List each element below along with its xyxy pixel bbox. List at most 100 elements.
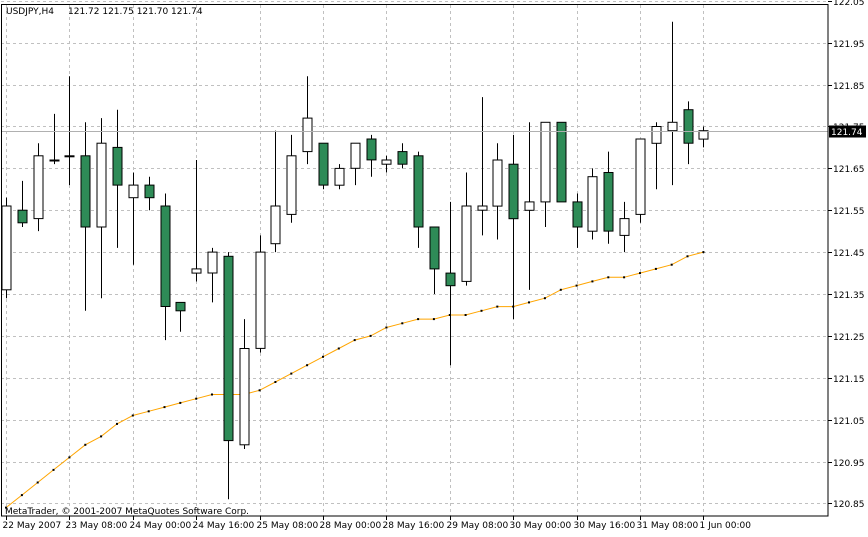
candle-body-bear[interactable] [223,255,234,442]
candle-body-bull[interactable] [524,201,535,211]
candle[interactable] [33,143,44,232]
candle-body-bull[interactable] [128,184,139,199]
candle-body-bull[interactable] [96,142,107,228]
price-tick-label: 121.05 [833,417,865,427]
candle[interactable] [508,134,519,320]
candle-body-bear[interactable] [445,272,456,287]
candle[interactable] [667,21,678,186]
candle[interactable] [429,226,440,295]
candle-body-bull[interactable] [64,155,75,158]
candle[interactable] [461,172,472,286]
candle[interactable] [223,252,234,500]
candle-body-bear[interactable] [80,155,91,228]
candle-body-bull[interactable] [239,348,250,446]
time-axis[interactable]: 22 May 2007 23 May 08:00 24 May 00:00 24 Ma… [3,516,752,531]
candle-body-bull[interactable] [286,155,297,215]
candle[interactable] [96,118,107,299]
candle[interactable] [144,176,155,211]
candle-body-bear[interactable] [144,184,155,199]
candle-body-bear[interactable] [429,226,440,270]
candle[interactable] [334,164,345,190]
candle-body-bull[interactable] [492,159,503,207]
candle[interactable] [64,76,75,186]
candle[interactable] [239,319,250,449]
candle[interactable] [270,130,281,253]
candle-body-bear[interactable] [17,209,28,224]
candle[interactable] [556,121,567,203]
price-axis[interactable]: 122.05121.95121.85121.75121.65121.55121.… [828,0,866,510]
candle-body-bull[interactable] [49,159,60,162]
candle-body-bull[interactable] [619,218,630,236]
candle[interactable] [255,235,266,353]
candle-body-bull[interactable] [651,126,662,144]
candle[interactable] [207,247,218,303]
candle[interactable] [160,193,171,341]
candle-body-bull[interactable] [207,251,218,274]
candle-body-bull[interactable] [635,138,646,215]
candles-layer[interactable] [1,21,709,500]
candle-body-bull[interactable] [587,176,598,232]
candle[interactable] [381,155,392,173]
time-tick-label: 24 May 16:00 [193,521,255,531]
candle-body-bull[interactable] [698,130,709,140]
candle[interactable] [477,97,488,236]
candle-body-bull[interactable] [461,205,472,282]
candle-body-bull[interactable] [255,251,266,349]
candle-body-bear[interactable] [112,146,123,186]
candle[interactable] [524,122,535,290]
candle-body-bull[interactable] [350,142,361,169]
candle[interactable] [191,159,202,282]
candle[interactable] [540,121,551,227]
candle-body-bull[interactable] [381,159,392,165]
candle[interactable] [635,138,646,223]
candle[interactable] [492,143,503,240]
candle[interactable] [603,151,614,244]
candle-body-bear[interactable] [508,163,519,220]
candle[interactable] [80,122,91,311]
candle-body-bear[interactable] [397,151,408,165]
candle[interactable] [175,301,186,332]
candle[interactable] [445,201,456,366]
candle-body-bull[interactable] [191,268,202,274]
candle[interactable] [49,113,60,165]
candle-body-bear[interactable] [318,142,329,186]
candle[interactable] [572,193,583,248]
candle[interactable] [698,126,709,148]
candle[interactable] [366,134,377,177]
candle-body-bear[interactable] [603,172,614,232]
candle-body-bear[interactable] [556,121,567,203]
candle[interactable] [683,101,694,165]
candle-body-bull[interactable] [1,205,12,291]
candle[interactable] [619,201,630,253]
candle-body-bear[interactable] [366,138,377,161]
candle-body-bull[interactable] [667,121,678,132]
candle[interactable] [397,143,408,169]
candle[interactable] [286,134,297,223]
moving-average-point [274,381,277,383]
candle-body-bull[interactable] [33,155,44,220]
moving-average-point [623,276,626,279]
candle-body-bull[interactable] [270,205,281,245]
candle-body-bear[interactable] [572,201,583,228]
candle[interactable] [587,168,598,240]
candle-body-bull[interactable] [477,205,488,211]
candle[interactable] [128,172,139,265]
candle[interactable] [651,122,662,190]
candle-body-bear[interactable] [683,109,694,144]
candle-body-bear[interactable] [413,155,424,228]
candle-body-bear[interactable] [175,301,186,312]
candle-body-bull[interactable] [540,121,551,203]
candle-body-bull[interactable] [302,117,313,153]
price-tick-label: 122.05 [833,0,865,8]
candle[interactable] [17,180,28,227]
candle-body-bull[interactable] [334,167,345,186]
candle[interactable] [350,142,361,186]
candle[interactable] [302,76,313,165]
candle[interactable] [1,197,12,299]
candle[interactable] [318,142,329,190]
candle[interactable] [112,109,123,248]
candle[interactable] [413,151,424,248]
candle-body-bear[interactable] [160,205,171,307]
